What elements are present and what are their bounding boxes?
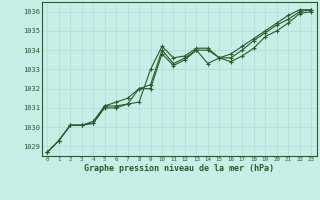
X-axis label: Graphe pression niveau de la mer (hPa): Graphe pression niveau de la mer (hPa) — [84, 164, 274, 173]
